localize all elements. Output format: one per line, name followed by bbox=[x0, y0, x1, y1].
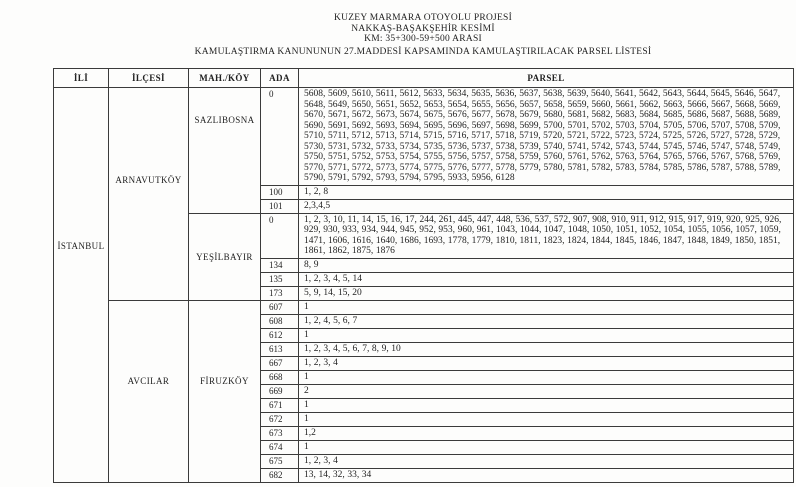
cell-parsel: 1 bbox=[298, 369, 794, 385]
cell-ilce: ARNAVUTKÖY bbox=[108, 87, 189, 301]
title-line-section: NAKKAŞ-BAŞAKŞEHİR KESİMİ bbox=[351, 23, 495, 34]
cell-ada: 672 bbox=[260, 411, 299, 427]
cell-parsel: 1 bbox=[298, 397, 794, 413]
cell-ada: 612 bbox=[260, 327, 299, 343]
cell-ada: 608 bbox=[260, 313, 299, 329]
cell-ada: 101 bbox=[260, 198, 299, 214]
cell-parsel: 2,3,4,5 bbox=[298, 198, 794, 214]
cell-parsel: 1 bbox=[298, 439, 794, 455]
cell-parsel: 1,2 bbox=[298, 425, 794, 441]
cell-ada: 607 bbox=[260, 299, 299, 315]
cell-parsel: 13, 14, 32, 33, 34 bbox=[298, 467, 794, 483]
cell-ada: 173 bbox=[260, 285, 299, 301]
cell-ada: 613 bbox=[260, 341, 299, 357]
cell-ada: 667 bbox=[260, 355, 299, 371]
cell-parsel: 1 bbox=[298, 411, 794, 427]
table-row: YEŞİLBAYIR 0 1, 2, 3, 10, 11, 14, 15, 16, … bbox=[54, 212, 794, 301]
title-line-project: KUZEY MARMARA OTOYOLU PROJESİ bbox=[334, 13, 512, 23]
parcel-table-body: İSTANBUL ARNAVUTKÖY SAZLIBOSNA 0 5608, 5609,… bbox=[53, 87, 794, 483]
cell-ada: 135 bbox=[260, 271, 299, 287]
cell-mah-koy: YEŞİLBAYIR bbox=[188, 212, 261, 301]
document-title: KUZEY MARMARA OTOYOLU PROJESİ NAKKAŞ-BAŞ… bbox=[53, 13, 793, 57]
table-row: 101 2,3,4,5 bbox=[54, 198, 794, 214]
cell-il: İSTANBUL bbox=[53, 87, 109, 483]
cell-ilce: AVCILAR bbox=[108, 299, 189, 483]
cell-parsel: 1 bbox=[298, 299, 794, 315]
cell-ada: 100 bbox=[260, 184, 299, 200]
cell-parsel: 1, 2, 3, 4 bbox=[298, 355, 794, 371]
header-ada: ADA bbox=[260, 68, 299, 88]
table-row: AVCILAR FİRUZKÖY 607 1 bbox=[54, 299, 794, 483]
table-row: 682 13, 14, 32, 33, 34 bbox=[54, 467, 794, 483]
cell-parsel: 1, 2, 4, 5, 6, 7 bbox=[298, 313, 794, 329]
cell-parsel: 5, 9, 14, 15, 20 bbox=[298, 285, 794, 301]
cell-ada: 669 bbox=[260, 383, 299, 399]
title-line-km: KM: 35+300-59+500 ARASI bbox=[364, 34, 482, 44]
cell-ada: 674 bbox=[260, 439, 299, 455]
cell-mah-koy: FİRUZKÖY bbox=[188, 299, 261, 483]
cell-ada: 0 bbox=[260, 87, 299, 186]
header-row: İLİ İLÇESİ MAH./KÖY ADA PARSEL bbox=[53, 68, 794, 88]
cell-parsel: 1, 2, 8 bbox=[298, 184, 794, 200]
cell-parsel: 2 bbox=[298, 383, 794, 399]
cell-ada: 134 bbox=[260, 257, 299, 273]
parcel-table-header: İLİ İLÇESİ MAH./KÖY ADA PARSEL bbox=[53, 68, 794, 88]
table-row: İSTANBUL ARNAVUTKÖY SAZLIBOSNA 0 5608, 5609,… bbox=[53, 87, 794, 483]
cell-parsel: 8, 9 bbox=[298, 257, 794, 273]
table-row: 612 1 bbox=[54, 327, 794, 343]
cell-ada: 0 bbox=[260, 212, 299, 259]
cell-ada: 671 bbox=[260, 397, 299, 413]
cell-mah-koy: SAZLIBOSNA bbox=[188, 87, 261, 214]
cell-parsel: 1 bbox=[298, 327, 794, 343]
cell-ada: 668 bbox=[260, 369, 299, 385]
header-parsel: PARSEL bbox=[298, 68, 794, 88]
cell-ada: 675 bbox=[260, 453, 299, 469]
cell-parsel: 1, 2, 3, 4 bbox=[298, 453, 794, 469]
table-row: 173 5, 9, 14, 15, 20 bbox=[54, 285, 794, 301]
header-mah-koy: MAH./KÖY bbox=[188, 68, 261, 88]
cell-parsel: 1, 2, 3, 10, 11, 14, 15, 16, 17, 244, 26… bbox=[298, 212, 794, 259]
table-row: 675 1, 2, 3, 4 bbox=[54, 453, 794, 469]
cell-parsel: 1, 2, 3, 4, 5, 14 bbox=[298, 271, 794, 287]
cell-ada: 673 bbox=[260, 425, 299, 441]
title-line-list: KAMULAŞTIRMA KANUNUNUN 27.MADDESİ KAPSAM… bbox=[194, 46, 652, 57]
cell-parsel: 5608, 5609, 5610, 5611, 5612, 5633, 5634… bbox=[298, 87, 794, 186]
cell-parsel: 1, 2, 3, 4, 5, 6, 7, 8, 9, 10 bbox=[298, 341, 794, 357]
header-ilcesi: İLÇESİ bbox=[108, 68, 189, 88]
header-ili: İLİ bbox=[53, 68, 109, 88]
cell-ada: 682 bbox=[260, 467, 299, 483]
parcel-table: İLİ İLÇESİ MAH./KÖY ADA PARSEL İSTANBUL A… bbox=[53, 68, 794, 483]
